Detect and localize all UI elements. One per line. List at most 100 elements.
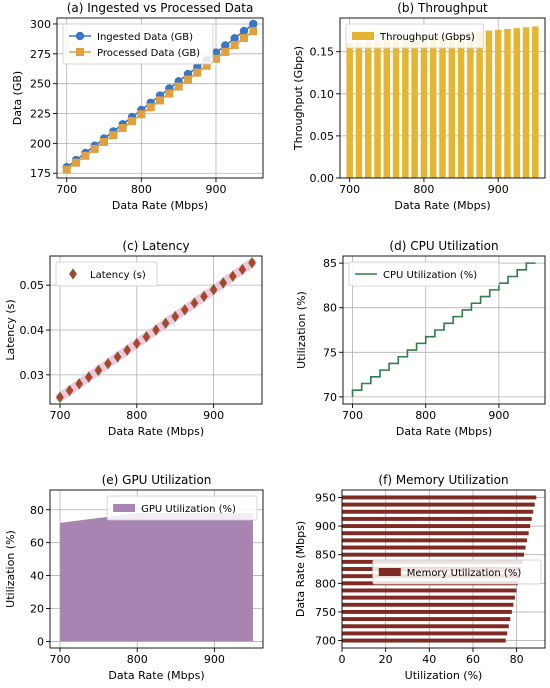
data-point-processed <box>118 124 127 133</box>
latency-point <box>142 331 151 343</box>
legend-swatch-marker <box>75 31 85 41</box>
x-axis-label: Data Rate (Mbps) <box>108 669 204 682</box>
legend-box <box>372 559 542 585</box>
throughput-bar <box>429 35 437 179</box>
throughput-bar <box>504 28 511 178</box>
latency-point <box>209 283 218 296</box>
data-point-processed <box>128 117 137 126</box>
legend: Throughput (Gbps) <box>345 23 485 49</box>
plot-frame <box>56 17 264 179</box>
memory-bar <box>342 495 537 500</box>
x-tick-label: 700 <box>49 409 70 422</box>
plot-frame <box>341 489 546 649</box>
data-point-processed <box>137 110 146 119</box>
throughput-bar <box>392 39 400 179</box>
data-point-processed <box>165 89 174 98</box>
memory-bar <box>342 538 528 543</box>
x-tick-label: 800 <box>415 409 436 422</box>
latency-point <box>104 357 112 370</box>
chart-title: (d) CPU Utilization <box>389 239 498 253</box>
data-point-ingested <box>230 34 239 43</box>
memory-bar <box>342 638 506 643</box>
x-tick-label: 900 <box>488 409 509 422</box>
latency-point <box>248 257 256 269</box>
legend: CPU Utilization (%) <box>348 261 500 287</box>
chart-panel-e: 700 800 900 0 20 40 60 80 (e) GPU Utilization Dat… <box>4 473 264 682</box>
chart-title: (f) Memory Utilization <box>378 473 508 487</box>
y-tick-label: 60 <box>30 537 44 550</box>
x-tick-label: 900 <box>204 653 225 666</box>
data-point-processed <box>183 75 192 84</box>
legend: Memory Utilization (%) <box>372 559 542 585</box>
x-axis-label: Data Rate (Mbps) <box>396 425 492 438</box>
throughput-bar <box>467 32 474 178</box>
chart-title: (b) Throughput <box>397 1 488 15</box>
x-tick-label: 700 <box>56 183 77 196</box>
plot-frame <box>342 255 546 405</box>
legend-box <box>62 23 214 65</box>
y-tick-label: 750 <box>315 606 336 619</box>
throughput-bar <box>402 38 409 178</box>
latency-point <box>132 337 141 350</box>
latency-point <box>200 290 208 303</box>
legend: Latency (s) <box>55 261 158 287</box>
memory-bar <box>342 588 517 593</box>
throughput-bar <box>485 30 493 179</box>
throughput-bar <box>420 36 428 178</box>
throughput-bar <box>522 27 530 179</box>
data-point-ingested <box>211 48 221 57</box>
y-tick-label: 80 <box>323 302 337 315</box>
throughput-bar <box>439 34 446 179</box>
legend-label: Throughput (Gbps) <box>379 32 475 43</box>
y-tick-label: 70 <box>323 391 337 404</box>
memory-bar <box>342 502 535 507</box>
data-point-processed <box>221 47 230 56</box>
legend-box <box>55 261 158 287</box>
x-tick-label: 20 <box>379 653 393 666</box>
memory-bar <box>342 617 511 622</box>
y-axis-label: Latency (s) <box>4 299 17 360</box>
throughput-bar <box>476 31 483 179</box>
y-tick-label: 175 <box>30 167 51 180</box>
x-tick-label: 800 <box>413 183 434 196</box>
x-tick-label: 900 <box>203 409 224 422</box>
chart-title: (e) GPU Utilization <box>102 473 212 487</box>
y-tick-label: 75 <box>323 346 337 359</box>
plot-frame <box>49 489 264 649</box>
x-tick-label: 700 <box>50 653 71 666</box>
x-tick-label: 40 <box>422 653 436 666</box>
x-tick-label: 80 <box>510 653 524 666</box>
latency-point <box>94 364 103 377</box>
memory-bar <box>342 531 529 536</box>
data-point-processed <box>72 158 81 167</box>
throughput-bar <box>513 28 521 179</box>
latency-point <box>180 304 189 316</box>
throughput-bar <box>383 39 391 178</box>
legend: Ingested Data (GB) Processed Data (GB) <box>62 23 214 65</box>
chart-panel-f: 0 20 40 60 80 700 750 800 850 900 950 (f) Memory Ut… <box>294 473 546 682</box>
data-point-processed <box>193 68 202 77</box>
y-tick-label: 20 <box>30 603 44 616</box>
y-tick-label: 40 <box>30 570 44 583</box>
y-tick-label: 0.15 <box>310 46 335 59</box>
legend-swatch-patch <box>378 568 401 576</box>
data-point-processed <box>211 54 220 63</box>
latency-point <box>228 270 237 282</box>
memory-bar <box>342 524 531 529</box>
x-tick-label: 900 <box>205 183 226 196</box>
memory-bar <box>342 545 526 550</box>
throughput-bar <box>494 29 502 178</box>
data-point-processed <box>81 151 90 160</box>
y-tick-label: 80 <box>30 504 44 517</box>
latency-point <box>238 263 247 276</box>
x-axis-label: Data Rate (Mbps) <box>108 425 204 438</box>
y-axis-label: Data Rate (Mbps) <box>294 521 307 617</box>
x-tick-label: 900 <box>488 183 509 196</box>
chart-title: (c) Latency <box>122 239 189 253</box>
legend-box <box>345 23 485 49</box>
x-tick-label: 700 <box>342 409 363 422</box>
cpu-step-line <box>351 262 536 397</box>
data-point-processed <box>90 144 99 153</box>
y-tick-label: 0.05 <box>20 279 45 292</box>
